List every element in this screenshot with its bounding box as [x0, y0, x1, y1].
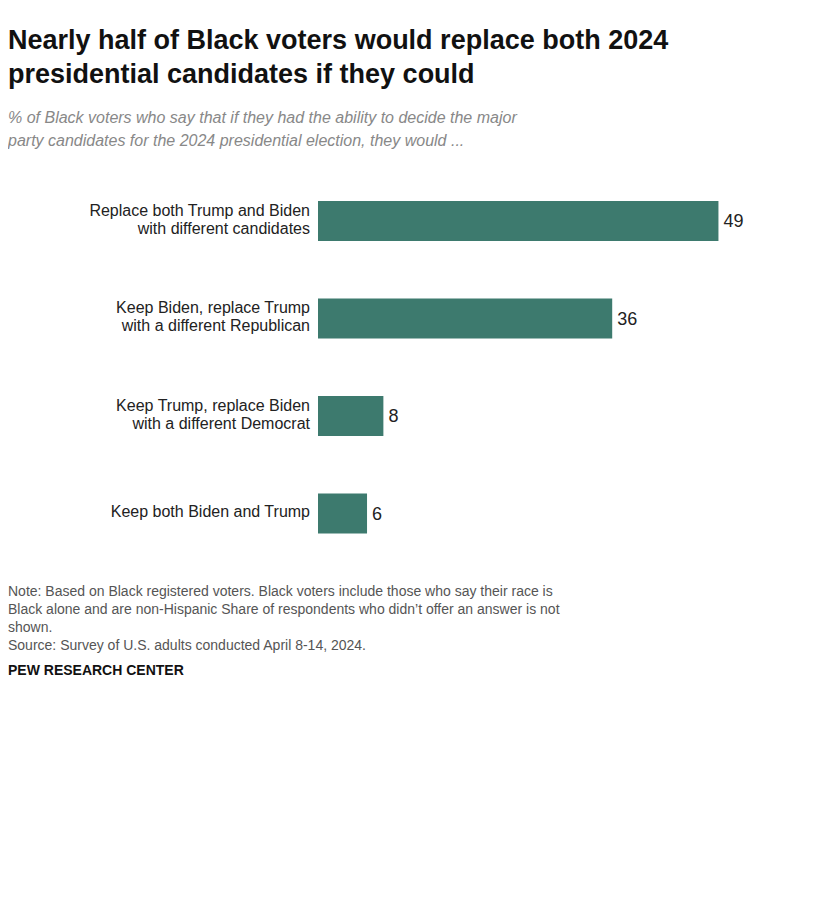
svg-text:Replace both Trump and Bidenwi: Replace both Trump and Bidenwith differe…: [89, 202, 310, 237]
svg-text:6: 6: [372, 504, 382, 524]
svg-text:49: 49: [723, 211, 743, 231]
html-text:Source: Survey of U.S. adults: Source: Survey of U.S. adults conducted …: [8, 637, 366, 654]
svg-text:36: 36: [617, 309, 637, 329]
html-text:PEW RESEARCH CENTER: PEW RESEARCH CENTER: [8, 661, 184, 678]
html-text:Note: Based on Black registere: Note: Based on Black registered voters. …: [8, 582, 553, 599]
html-text:Black alone and are non-Hispan: Black alone and are non-Hispanic Share o…: [8, 601, 560, 618]
svg-text:Keep Trump, replace Bidenwith: Keep Trump, replace Bidenwith a differen…: [116, 397, 310, 432]
svg-text:8: 8: [388, 406, 398, 426]
svg-text:Keep Biden, replace Trumpwith: Keep Biden, replace Trumpwith a differen…: [116, 299, 310, 334]
svg-text:Keep both Biden and Trump: Keep both Biden and Trump: [111, 503, 310, 520]
html-text:shown.: shown.: [8, 619, 53, 636]
html-text:Nearly half of Black voters wo: Nearly half of Black voters would replac…: [8, 25, 669, 89]
html-text:% of Black voters who say that: % of Black voters who say that if they h…: [8, 108, 517, 149]
